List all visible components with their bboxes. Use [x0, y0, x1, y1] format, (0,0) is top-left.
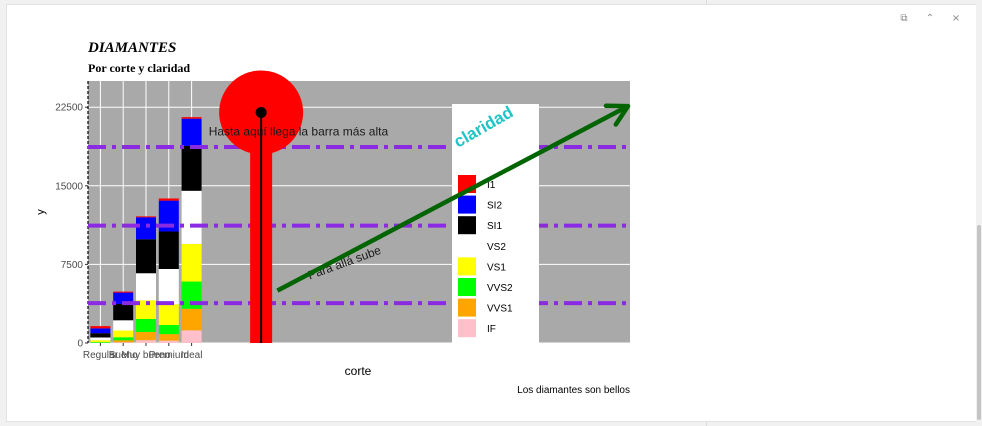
bar-segment	[136, 239, 156, 274]
legend-key	[458, 298, 476, 317]
y-tick-label: 15000	[55, 181, 83, 192]
bar-segment	[136, 273, 156, 301]
bar-segment	[181, 190, 202, 244]
bar-segment	[181, 118, 202, 146]
collapse-icon[interactable]: ⌃	[925, 13, 935, 24]
legend-key	[458, 216, 476, 235]
x-tick-label: Premium	[149, 350, 189, 361]
bar-segment	[136, 300, 156, 319]
bar-segment	[90, 337, 111, 341]
bar-segment	[181, 330, 202, 343]
bar-segment	[181, 308, 202, 331]
copy-icon[interactable]: ⧉	[900, 13, 908, 24]
scrollbar-thumb[interactable]	[977, 225, 981, 420]
bar-segment	[113, 330, 134, 338]
legend-key	[458, 319, 476, 338]
bar-segment	[136, 340, 156, 343]
y-tick-label: 7500	[61, 260, 84, 271]
lollipop-point	[255, 106, 267, 118]
legend-key	[458, 278, 476, 296]
legend-label: SI2	[487, 201, 502, 212]
legend-label: SI1	[487, 221, 502, 232]
legend-key	[458, 257, 476, 276]
x-tick-label: Bueno	[109, 350, 138, 361]
bar-segment	[113, 340, 134, 343]
trend-arrow-head	[603, 103, 631, 127]
legend-key	[458, 195, 476, 214]
scrollbar[interactable]	[976, 0, 982, 426]
legend-label: VS1	[487, 262, 506, 273]
legend-label: VVS1	[487, 304, 513, 315]
pane-divider-bottom[interactable]	[706, 421, 707, 426]
bar-segment	[113, 342, 134, 343]
bar-segment	[158, 304, 179, 326]
bar-segment	[90, 342, 111, 343]
bar-segment	[113, 337, 134, 341]
chart-title: DIAMANTES	[87, 40, 176, 56]
bar-segment	[90, 340, 111, 343]
bar-segment	[158, 340, 179, 343]
legend-label: VVS2	[487, 283, 513, 294]
bar-segment	[113, 292, 134, 304]
viewer-toolbar: ⧉ ⌃ ×	[898, 13, 962, 25]
bar-segment	[158, 198, 179, 201]
bar-segment	[90, 328, 111, 334]
bar-segment	[90, 326, 111, 329]
x-tick-label: Muy bueno	[121, 350, 171, 361]
bar-segment	[158, 334, 179, 341]
bar-segment	[181, 145, 202, 191]
x-tick-label: Ideal	[181, 350, 203, 361]
bar-segment	[136, 217, 156, 240]
chart-subtitle: Por corte y claridad	[88, 61, 190, 75]
bar-segment	[181, 243, 202, 282]
bar-segment	[158, 231, 179, 269]
bar-segment	[136, 216, 156, 218]
x-tick-label: Regular	[83, 350, 119, 361]
annotation-text: Hasta aquí llega la barra más alta	[209, 124, 389, 138]
bar-segment	[113, 303, 134, 321]
bar-segment	[113, 320, 134, 331]
legend-label: VS2	[487, 242, 506, 253]
legend-label: IF	[487, 324, 496, 335]
bar-segment	[158, 268, 179, 305]
bar-segment	[113, 291, 134, 293]
x-axis-label: corte	[345, 364, 372, 378]
y-tick-label: 22500	[55, 103, 83, 114]
y-axis-label: y	[35, 209, 47, 215]
y-tick-label: 0	[77, 339, 83, 350]
trend-arrow-shaft	[276, 104, 630, 293]
bar-segment	[136, 318, 156, 332]
legend-key	[458, 236, 476, 255]
pane-divider[interactable]	[706, 0, 707, 4]
close-icon[interactable]: ×	[951, 13, 961, 24]
bar-segment	[158, 325, 179, 335]
bar-segment	[181, 117, 202, 119]
bar-segment	[90, 333, 111, 338]
bar-segment	[136, 331, 156, 341]
legend-label: I1	[487, 180, 496, 191]
chart-caption: Los diamantes son bellos	[517, 385, 630, 396]
